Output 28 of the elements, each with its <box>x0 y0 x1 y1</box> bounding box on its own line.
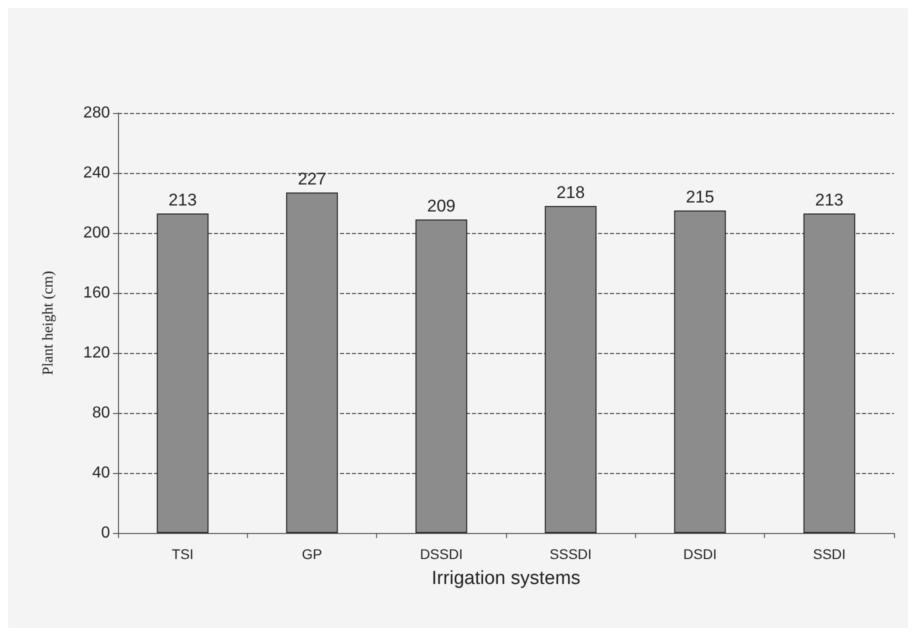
x-tick-label: TSI <box>172 546 194 562</box>
x-tick-label: DSSDI <box>420 546 463 562</box>
y-tick-label: 160 <box>83 284 110 302</box>
bar <box>674 210 726 533</box>
data-label: 218 <box>556 183 585 202</box>
x-tick-label: GP <box>302 546 322 562</box>
y-tick-label: 240 <box>83 164 110 182</box>
x-axis-title: Irrigation systems <box>432 568 580 589</box>
data-label: 213 <box>815 190 844 210</box>
y-axis-title: Plant height (cm) <box>40 270 56 376</box>
x-tick-label: SSSDI <box>550 546 592 562</box>
y-tick-label: 40 <box>92 464 110 482</box>
data-label: 209 <box>427 196 456 216</box>
data-label: 215 <box>686 188 714 206</box>
bar <box>286 192 338 533</box>
y-tick-label: 0 <box>101 524 110 542</box>
data-label: 227 <box>298 170 326 188</box>
bar <box>415 220 468 533</box>
x-tick-label: DSDI <box>683 546 717 562</box>
bar <box>156 214 209 533</box>
bar <box>803 214 856 533</box>
data-label: 213 <box>168 190 197 210</box>
y-tick-label: 280 <box>83 104 110 122</box>
bar <box>544 206 597 533</box>
x-tick-label: SSDI <box>812 546 846 562</box>
y-tick-label: 120 <box>83 344 110 362</box>
y-tick-label: 200 <box>83 224 110 242</box>
y-tick-label: 80 <box>92 404 110 422</box>
